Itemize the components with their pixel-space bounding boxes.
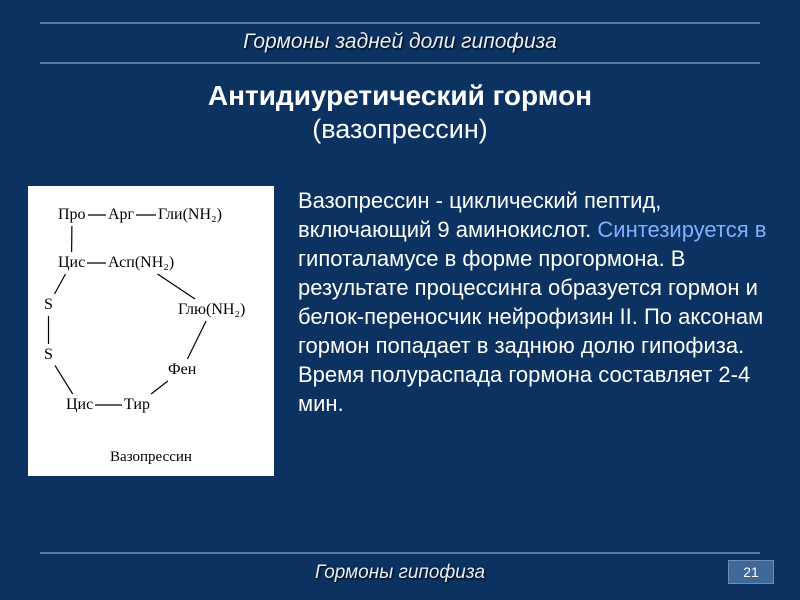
- diagram-node-gly: Гли(NH₂): [158, 206, 222, 224]
- body-paragraph: Вазопрессин - циклический пептид, включа…: [298, 186, 770, 530]
- diagram-node-cis2: Цис: [66, 396, 93, 414]
- diagram-edge: [158, 274, 196, 299]
- body-post: гипоталамусе в форме прогормона. В резул…: [298, 246, 763, 416]
- slide-header: Гормоны задней доли гипофиза: [0, 30, 800, 54]
- diagram-node-glu: Глю(NH₂): [178, 301, 245, 319]
- diagram-node-pro: Про: [58, 206, 86, 224]
- diagram-node-arg: Арг: [108, 206, 134, 224]
- diagram-edge: [187, 321, 206, 359]
- page-number-badge: 21: [728, 560, 774, 584]
- diagram-node-cis1: Цис: [58, 254, 85, 272]
- rule-top-upper: [40, 22, 760, 24]
- title-main: Антидиуретический гормон: [0, 80, 800, 112]
- diagram-edges-svg: [28, 186, 274, 476]
- rule-bottom: [40, 552, 760, 554]
- diagram-edge: [55, 274, 66, 294]
- diagram-node-s2: S: [44, 346, 53, 364]
- diagram-node-tir: Тир: [124, 396, 150, 414]
- title-block: Антидиуретический гормон (вазопрессин): [0, 80, 800, 145]
- diagram-node-asp: Асп(NH₂): [108, 254, 174, 272]
- slide-footer: Гормоны гипофиза: [0, 562, 800, 584]
- title-sub: (вазопрессин): [0, 114, 800, 145]
- body-synthesis-highlight: Синтезируется в: [597, 217, 766, 242]
- diagram-caption: Вазопрессин: [28, 449, 274, 466]
- content-row: Про Арг Гли(NH₂) Цис Асп(NH₂) S Глю(NH₂) S Фен Ци…: [28, 186, 770, 530]
- diagram-node-s1: S: [44, 296, 53, 314]
- structure-diagram: Про Арг Гли(NH₂) Цис Асп(NH₂) S Глю(NH₂) S Фен Ци…: [28, 186, 274, 476]
- rule-top-lower: [40, 62, 760, 64]
- diagram-node-phen: Фен: [168, 361, 196, 379]
- diagram-edge: [151, 381, 168, 394]
- diagram-edge: [55, 365, 73, 394]
